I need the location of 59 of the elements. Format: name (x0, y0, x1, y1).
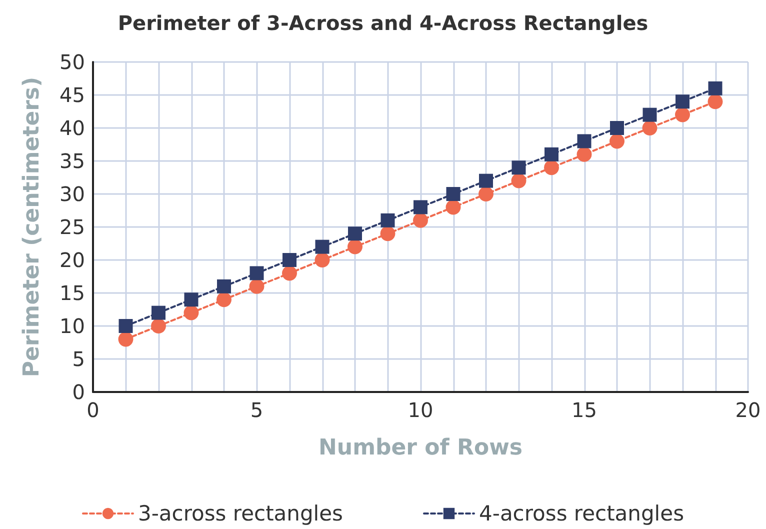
point (151, 318, 166, 334)
x-tick-label: 20 (735, 398, 761, 422)
point (446, 200, 461, 215)
x-tick-label: 5 (250, 398, 264, 422)
y-tick-label: 30 (60, 182, 85, 206)
point (348, 239, 362, 254)
point (642, 120, 658, 136)
legend-label: 3-across rectangles (138, 502, 344, 526)
y-axis-title: Perimeter (centimeters) (20, 76, 44, 378)
point (676, 94, 690, 109)
y-tick-label: 45 (60, 83, 85, 107)
point (544, 147, 558, 162)
y-tick-label: 5 (72, 347, 85, 371)
y-tick-label: 10 (60, 314, 85, 338)
point (414, 200, 428, 214)
point (282, 266, 297, 281)
x-axis-title: Number of Rows (318, 436, 522, 460)
point (478, 186, 494, 202)
point (544, 160, 559, 176)
point (642, 108, 657, 122)
x-tick-label: 10 (408, 398, 434, 422)
x-tick-label: 0 (86, 398, 100, 422)
point (380, 213, 395, 228)
point (216, 292, 232, 308)
point (511, 173, 526, 188)
y-tick-label: 35 (60, 149, 85, 173)
point (610, 134, 624, 149)
chart-title: Perimeter of 3-Across and 4-Across Rectangles (118, 11, 648, 35)
point (184, 305, 199, 320)
point (479, 174, 493, 188)
point (708, 94, 723, 110)
y-tick-label: 20 (60, 248, 85, 272)
point (577, 134, 592, 148)
point (314, 252, 330, 268)
point (413, 212, 428, 228)
x-tick-label: 15 (572, 398, 597, 422)
point (118, 319, 133, 333)
point (249, 278, 264, 294)
point (184, 292, 198, 307)
point (576, 146, 592, 162)
point (610, 121, 624, 135)
point (348, 226, 362, 241)
legend-label: 4-across rectangles (479, 502, 684, 526)
y-tick-label: 15 (60, 281, 85, 305)
point (282, 253, 296, 267)
point (380, 226, 396, 242)
point (446, 187, 460, 201)
point (152, 306, 166, 320)
y-tick-label: 50 (60, 50, 85, 74)
point (512, 160, 526, 175)
point (708, 81, 722, 96)
y-tick-label: 40 (60, 116, 85, 140)
point (250, 266, 264, 280)
y-tick-label: 25 (60, 215, 85, 239)
point (118, 332, 134, 347)
point (675, 107, 690, 122)
point (217, 279, 231, 294)
y-tick-label: 0 (72, 380, 85, 404)
point (315, 240, 330, 254)
